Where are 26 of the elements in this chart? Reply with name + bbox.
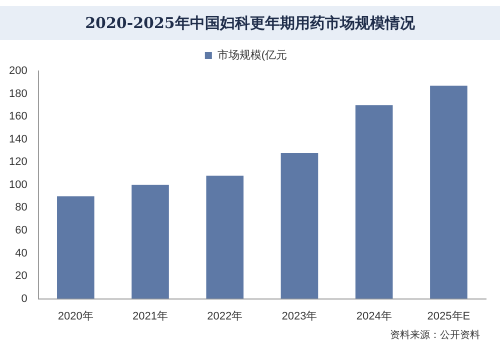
chart-title: 2020-2025年中国妇科更年期用药市场规模情况 [0,6,500,40]
y-tick-label: 160 [8,110,28,123]
bar [132,184,169,299]
legend-label: 市场规模(亿元 [217,48,288,62]
y-tick-label: 40 [15,247,28,260]
text: 资料来源：公开资料 [390,328,480,342]
bar [206,176,244,299]
y-tick-label: 120 [8,156,28,168]
x-tick-label: 2021年 [132,310,168,322]
x-tick-label: 2022年 [207,310,243,322]
bar [430,86,468,299]
x-tick-label: 2020年 [58,310,94,322]
y-tick-label: 0 [21,292,28,305]
y-tick-label: 180 [8,88,28,100]
y-tick-label: 80 [15,202,28,214]
bar [280,153,318,299]
y-tick-label: 60 [15,224,28,236]
x-tick-label: 2023年 [282,310,318,322]
x-tick-label: 2025年E [427,310,470,322]
y-tick-label: 100 [8,178,28,191]
y-tick-label: 140 [8,133,28,146]
bar [57,196,94,299]
y-tick-label: 20 [15,270,28,282]
bar [355,105,393,299]
x-tick-label: 2024年 [356,310,392,322]
y-tick-label: 200 [8,65,28,78]
